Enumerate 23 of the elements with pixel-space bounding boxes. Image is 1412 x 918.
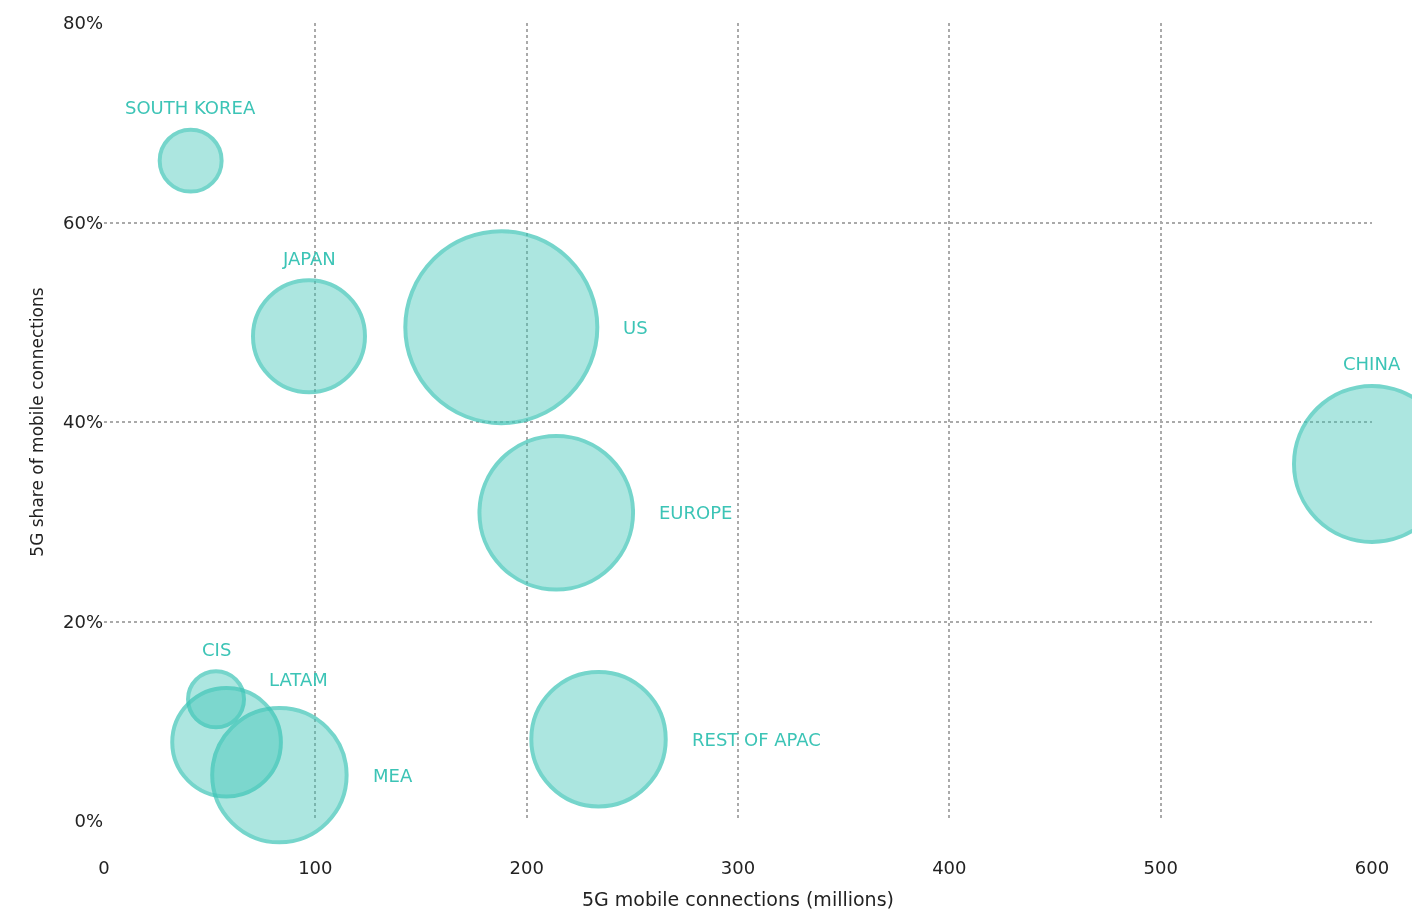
series-label: CIS bbox=[202, 639, 232, 660]
x-tick-label: 400 bbox=[932, 857, 967, 878]
x-tick-label: 500 bbox=[1143, 857, 1178, 878]
series-label: EUROPE bbox=[659, 502, 733, 523]
x-tick-label: 300 bbox=[720, 857, 756, 878]
y-tick-label: 20% bbox=[62, 610, 103, 632]
series-label: MEA bbox=[373, 765, 413, 786]
x-tick-label: 600 bbox=[1354, 857, 1390, 878]
y-tick-label: 0% bbox=[74, 810, 103, 832]
series-label: SOUTH KOREA bbox=[125, 97, 256, 118]
x-tick-label: 0 bbox=[98, 857, 110, 878]
series-label: US bbox=[623, 317, 648, 338]
y-tick-label: 80% bbox=[62, 12, 103, 34]
x-axis-title: 5G mobile connections (millions) bbox=[582, 887, 894, 910]
series-label: REST OF APAC bbox=[692, 729, 821, 750]
series-label: LATAM bbox=[269, 669, 328, 690]
series-label: CHINA bbox=[1343, 353, 1401, 374]
series-label: JAPAN bbox=[282, 248, 336, 269]
y-tick-label: 40% bbox=[62, 411, 103, 433]
y-axis-title: 5G share of mobile connections bbox=[26, 287, 47, 557]
x-tick-label: 100 bbox=[298, 857, 333, 878]
x-tick-label: 200 bbox=[509, 857, 544, 878]
y-tick-label: 60% bbox=[62, 211, 103, 233]
